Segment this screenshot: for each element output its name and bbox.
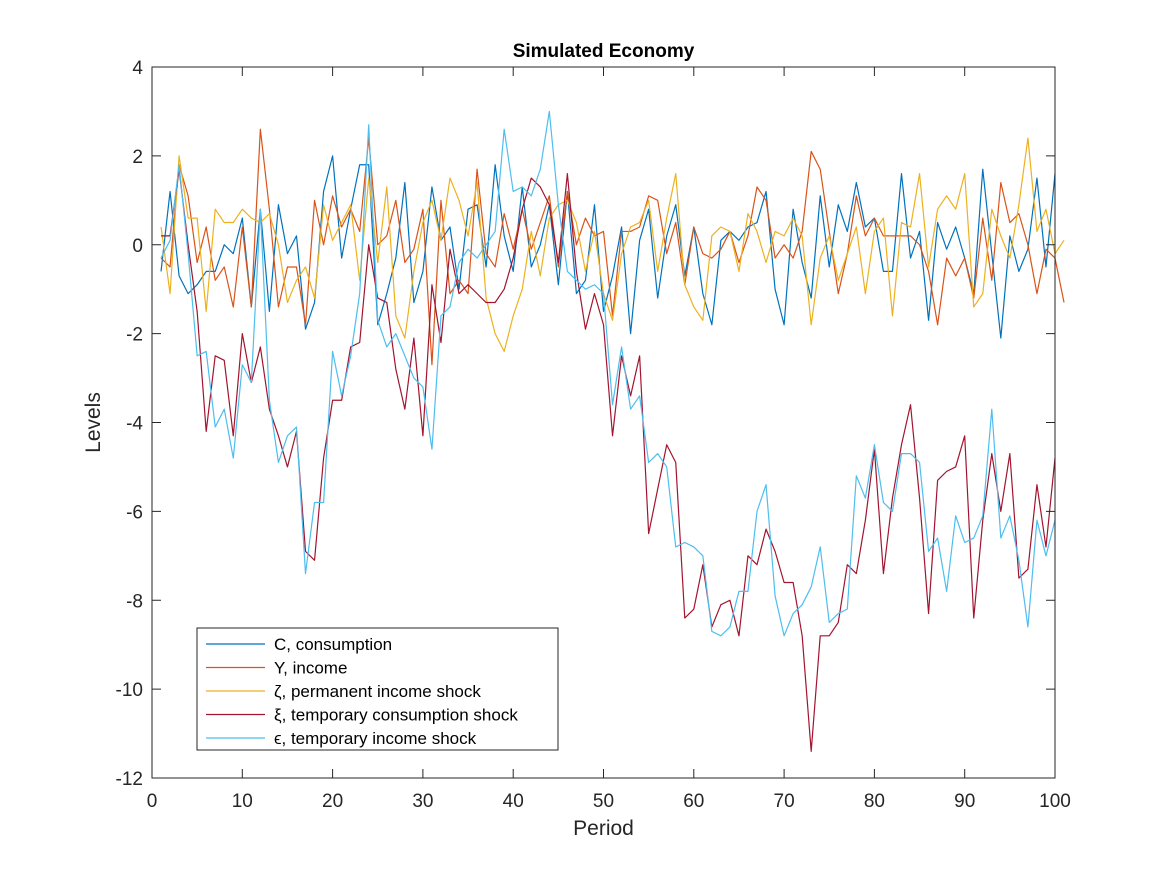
legend-entry-label: C, consumption: [274, 635, 392, 654]
x-tick-label: 20: [322, 791, 343, 812]
y-tick-label: -8: [126, 591, 143, 612]
series-line-1: [160, 155, 1056, 339]
y-tick-label: -4: [126, 414, 143, 435]
x-tick-label: 80: [864, 791, 885, 812]
x-axis-label: Period: [573, 817, 634, 840]
legend: C, consumption Y, income ζ, permanent inco…: [196, 627, 559, 751]
legend-entry-label: Y, income: [274, 659, 347, 678]
x-tick-label: 90: [954, 791, 975, 812]
x-tick-label: 100: [1039, 791, 1071, 812]
chart-title: Simulated Economy: [513, 41, 695, 62]
x-tick-label: 70: [774, 791, 795, 812]
legend-entry-label: ζ, permanent income shock: [274, 682, 481, 701]
y-tick-label: -2: [126, 325, 143, 346]
legend-box: [196, 627, 559, 751]
y-tick-label: -10: [116, 680, 143, 701]
x-tick-label: 60: [683, 791, 704, 812]
legend-entry-label: ξ, temporary consumption shock: [274, 706, 518, 725]
x-tick-label: 50: [593, 791, 614, 812]
y-tick-label: -6: [126, 502, 143, 523]
y-tick-label: -12: [116, 769, 143, 790]
x-tick-label: 10: [232, 791, 253, 812]
x-tick-label: 0: [147, 791, 158, 812]
y-tick-label: 0: [132, 236, 143, 257]
y-axis: -12 -10 -8 -6 -4 -2 0 2 4: [116, 58, 1055, 790]
y-axis-label: Levels: [82, 392, 105, 453]
legend-entry-label: ϵ, temporary income shock: [274, 729, 477, 748]
series-line-5: [160, 110, 1056, 637]
series-line-3: [160, 137, 1065, 352]
x-tick-label: 30: [412, 791, 433, 812]
series-layer: [160, 110, 1065, 752]
x-axis: 0 10 20 30 40 50 60 70 80 90 100: [147, 67, 1071, 812]
series-line-4: [161, 168, 1056, 752]
x-tick-label: 40: [503, 791, 524, 812]
y-tick-label: 4: [132, 58, 143, 79]
y-tick-label: 2: [132, 147, 143, 168]
